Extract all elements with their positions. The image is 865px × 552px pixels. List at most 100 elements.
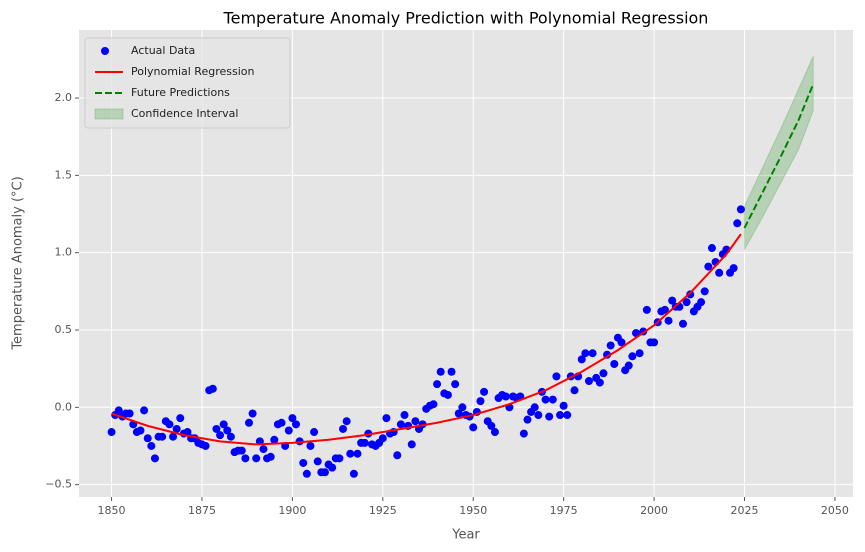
data-point bbox=[559, 401, 568, 410]
data-point bbox=[469, 423, 478, 432]
data-point bbox=[523, 415, 532, 424]
data-point bbox=[429, 400, 438, 409]
legend: Actual Data Polynomial Regression Future P… bbox=[84, 37, 291, 129]
data-point bbox=[707, 244, 716, 253]
data-point bbox=[400, 411, 409, 420]
data-point bbox=[660, 305, 669, 314]
x-tick-label: 1875 bbox=[188, 504, 216, 517]
data-point bbox=[266, 452, 275, 461]
data-point bbox=[686, 290, 695, 299]
data-point bbox=[208, 384, 217, 393]
data-point bbox=[617, 338, 626, 347]
data-point bbox=[328, 463, 337, 472]
data-point bbox=[563, 411, 572, 420]
data-point bbox=[490, 428, 499, 437]
data-point bbox=[346, 449, 355, 458]
data-point bbox=[339, 424, 348, 433]
data-point bbox=[107, 428, 116, 437]
data-point bbox=[628, 352, 637, 361]
data-point bbox=[548, 395, 557, 404]
data-point bbox=[668, 296, 677, 305]
data-point bbox=[682, 298, 691, 307]
data-point bbox=[577, 355, 586, 364]
legend-marker bbox=[101, 47, 109, 55]
data-point bbox=[664, 316, 673, 325]
data-point bbox=[136, 426, 145, 435]
x-tick-label: 1950 bbox=[459, 504, 487, 517]
data-point bbox=[624, 361, 633, 370]
data-point bbox=[353, 449, 362, 458]
data-point bbox=[476, 397, 485, 406]
x-tick-label: 1850 bbox=[98, 504, 126, 517]
y-tick-label: 0.5 bbox=[55, 323, 73, 336]
legend-label: Polynomial Regression bbox=[131, 65, 254, 78]
data-point bbox=[704, 262, 713, 271]
data-point bbox=[599, 369, 608, 378]
data-point bbox=[310, 428, 319, 437]
data-point bbox=[292, 420, 301, 429]
y-tick-label: −0.5 bbox=[45, 478, 72, 491]
data-point bbox=[147, 441, 156, 450]
x-axis-label: Year bbox=[451, 528, 480, 543]
data-point bbox=[302, 469, 311, 478]
data-point bbox=[715, 268, 724, 277]
data-point bbox=[342, 417, 351, 426]
data-point bbox=[241, 454, 250, 463]
legend-label: Actual Data bbox=[131, 44, 195, 57]
data-point bbox=[411, 417, 420, 426]
data-point bbox=[313, 457, 322, 466]
data-point bbox=[530, 403, 539, 412]
data-point bbox=[454, 409, 463, 418]
x-tick-label: 2000 bbox=[640, 504, 668, 517]
data-point bbox=[237, 446, 246, 455]
data-point bbox=[606, 341, 615, 350]
data-point bbox=[480, 387, 489, 396]
data-point bbox=[501, 392, 510, 401]
data-point bbox=[169, 432, 178, 441]
data-point bbox=[581, 349, 590, 358]
y-axis-label: Temperature Anomaly (°C) bbox=[11, 176, 26, 350]
data-point bbox=[143, 434, 152, 443]
data-point bbox=[244, 418, 253, 427]
data-point bbox=[635, 349, 644, 358]
data-point bbox=[584, 377, 593, 386]
data-point bbox=[458, 403, 467, 412]
legend-label: Future Predictions bbox=[131, 86, 230, 99]
data-point bbox=[223, 426, 232, 435]
data-point bbox=[451, 380, 460, 389]
data-point bbox=[299, 458, 308, 467]
data-point bbox=[277, 418, 286, 427]
data-point bbox=[736, 205, 745, 214]
data-point bbox=[556, 411, 565, 420]
data-point bbox=[216, 431, 225, 440]
data-point bbox=[407, 440, 416, 449]
data-point bbox=[541, 395, 550, 404]
data-point bbox=[226, 432, 235, 441]
data-point bbox=[700, 287, 709, 296]
y-tick-label: 0.0 bbox=[55, 400, 73, 413]
x-tick-label: 1925 bbox=[369, 504, 397, 517]
data-point bbox=[288, 414, 297, 423]
data-point bbox=[270, 435, 279, 444]
data-point bbox=[150, 454, 159, 463]
data-point bbox=[349, 469, 358, 478]
data-point bbox=[114, 406, 123, 415]
x-tick-label: 1975 bbox=[550, 504, 578, 517]
data-point bbox=[158, 432, 167, 441]
data-point bbox=[259, 445, 268, 454]
data-point bbox=[570, 386, 579, 395]
data-point bbox=[729, 264, 738, 273]
data-point bbox=[534, 411, 543, 420]
data-point bbox=[378, 434, 387, 443]
data-point bbox=[140, 406, 149, 415]
data-point bbox=[631, 329, 640, 338]
data-point bbox=[650, 338, 659, 347]
data-point bbox=[284, 426, 293, 435]
data-point bbox=[248, 409, 257, 418]
data-point bbox=[252, 454, 261, 463]
data-point bbox=[487, 421, 496, 430]
data-point bbox=[733, 219, 742, 228]
data-point bbox=[172, 424, 181, 433]
x-tick-label: 2050 bbox=[821, 504, 849, 517]
